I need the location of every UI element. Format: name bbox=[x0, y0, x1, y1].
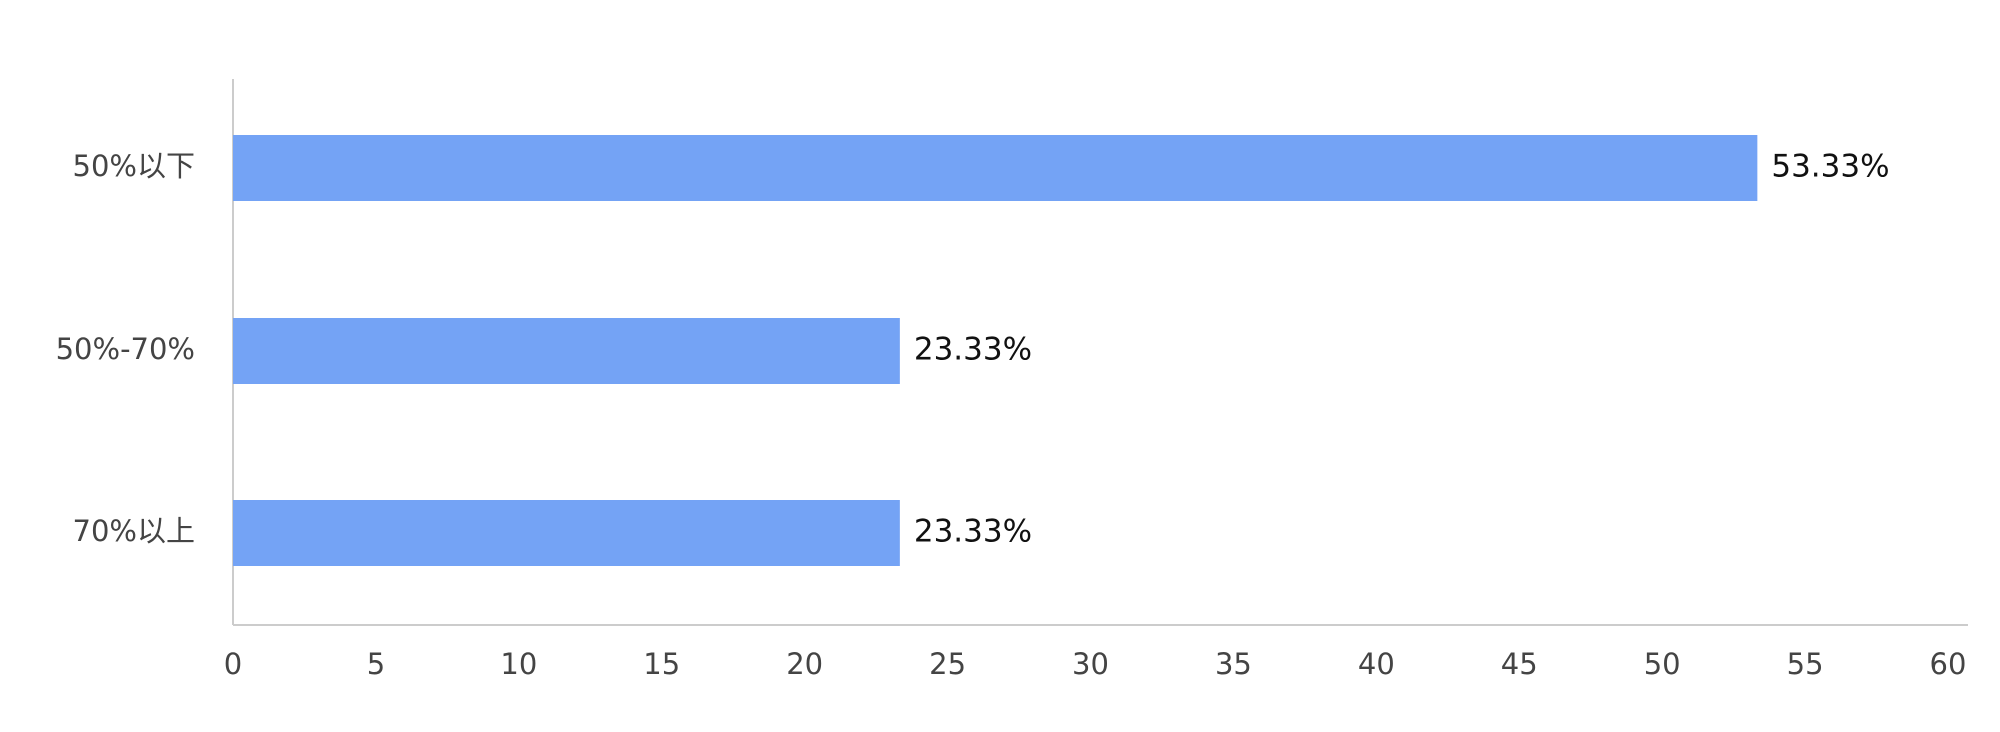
x-tick-label: 45 bbox=[1501, 647, 1538, 681]
x-tick-label: 35 bbox=[1215, 647, 1252, 681]
value-label: 53.33% bbox=[1771, 149, 1889, 185]
x-tick-label: 20 bbox=[786, 647, 823, 681]
x-tick-label: 5 bbox=[367, 647, 385, 681]
x-tick-label: 55 bbox=[1787, 647, 1824, 681]
x-tick-label: 30 bbox=[1072, 647, 1109, 681]
value-label: 23.33% bbox=[914, 514, 1032, 550]
x-tick-label: 25 bbox=[929, 647, 966, 681]
x-tick-label: 50 bbox=[1644, 647, 1681, 681]
x-tick-label: 15 bbox=[643, 647, 680, 681]
x-tick-label: 10 bbox=[500, 647, 537, 681]
x-tick-label: 40 bbox=[1358, 647, 1395, 681]
y-tick-label: 50%-70% bbox=[56, 332, 195, 366]
y-tick-label: 70%以上 bbox=[73, 514, 195, 548]
x-tick-label: 60 bbox=[1930, 647, 1967, 681]
bar bbox=[233, 135, 1758, 201]
value-label: 23.33% bbox=[914, 332, 1032, 368]
y-tick-label: 50%以下 bbox=[73, 149, 195, 183]
bar bbox=[233, 318, 900, 384]
bar bbox=[233, 500, 900, 566]
x-tick-label: 0 bbox=[224, 647, 242, 681]
